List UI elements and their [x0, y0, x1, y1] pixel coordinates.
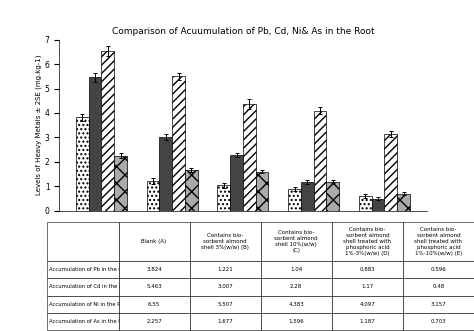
Bar: [89, 77, 101, 211]
Bar: [255, 172, 268, 211]
Bar: [218, 185, 230, 211]
Bar: [288, 189, 301, 211]
Bar: [146, 181, 159, 211]
Bar: [359, 196, 372, 211]
Y-axis label: Levels of Heavy Metals ± 2SE (mg.kg-1): Levels of Heavy Metals ± 2SE (mg.kg-1): [36, 55, 42, 195]
Title: Comparison of Acuumulation of Pb, Cd, Ni& As in the Root: Comparison of Acuumulation of Pb, Cd, Ni…: [111, 27, 374, 36]
Bar: [397, 194, 410, 211]
Bar: [384, 134, 397, 211]
Bar: [185, 170, 198, 211]
Bar: [114, 156, 127, 211]
Bar: [327, 182, 339, 211]
Bar: [301, 182, 314, 211]
Bar: [76, 117, 89, 211]
Bar: [372, 199, 384, 211]
Bar: [230, 155, 243, 211]
Bar: [172, 76, 185, 211]
Bar: [314, 111, 327, 211]
Bar: [159, 137, 172, 211]
Bar: [243, 104, 255, 211]
Bar: [101, 51, 114, 211]
